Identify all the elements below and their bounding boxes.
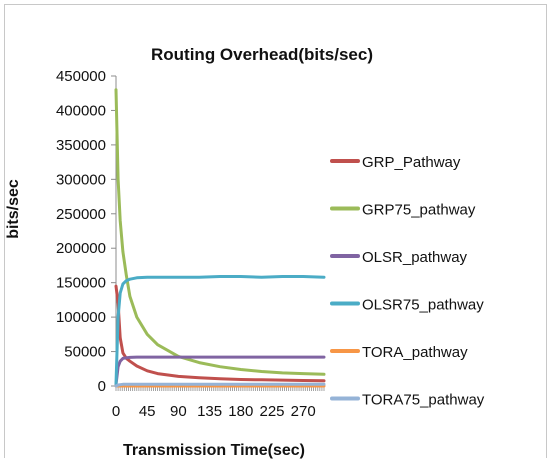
legend-label-grp-pathway: GRP_Pathway — [362, 154, 461, 171]
y-tick-label: 100000 — [56, 309, 106, 326]
legend-label-grp75-pathway: GRP75_pathway — [362, 202, 476, 219]
x-tick-label: 0 — [112, 403, 120, 420]
legend-label-tora-pathway: TORA_pathway — [362, 344, 468, 361]
chart-frame — [4, 4, 547, 458]
series-line-tora75-pathway — [114, 382, 326, 388]
y-tick-label: 400000 — [56, 102, 106, 119]
y-tick-label: 350000 — [56, 137, 106, 154]
x-tick-label: 270 — [291, 403, 316, 420]
series-line-grp75-pathway — [114, 88, 326, 376]
y-tick-label: 250000 — [56, 206, 106, 223]
legend-label-tora75-pathway: TORA75_pathway — [362, 392, 485, 409]
y-tick-label: 0 — [98, 378, 106, 395]
legend-label-olsr75-pathway: OLSR75_pathway — [362, 297, 484, 314]
x-tick-label: 90 — [170, 403, 187, 420]
y-axis-title: bits/sec — [5, 179, 22, 239]
y-tick-label: 200000 — [56, 240, 106, 257]
series-line-olsr-pathway — [114, 355, 326, 387]
y-tick-label: 300000 — [56, 171, 106, 188]
series-line-grp-pathway — [114, 284, 326, 383]
x-tick-label: 180 — [228, 403, 253, 420]
y-tick-label: 450000 — [56, 68, 106, 85]
x-tick-label: 45 — [139, 403, 156, 420]
y-tick-label: 150000 — [56, 275, 106, 292]
plot-area: 0 50000 100000 150000 200000 250000 300000 3500… — [56, 68, 326, 420]
x-axis-title: Transmission Time(sec) — [123, 442, 305, 459]
series-line-olsr75-pathway — [114, 275, 326, 386]
x-tick-label: 135 — [197, 403, 222, 420]
y-tick-label: 50000 — [64, 344, 106, 361]
legend: GRP_Pathway GRP75_pathway OLSR_pathway OLSR… — [330, 154, 485, 409]
legend-label-olsr-pathway: OLSR_pathway — [362, 249, 468, 266]
chart-title: Routing Overhead(bits/sec) — [151, 45, 373, 64]
x-tick-label: 225 — [259, 403, 284, 420]
